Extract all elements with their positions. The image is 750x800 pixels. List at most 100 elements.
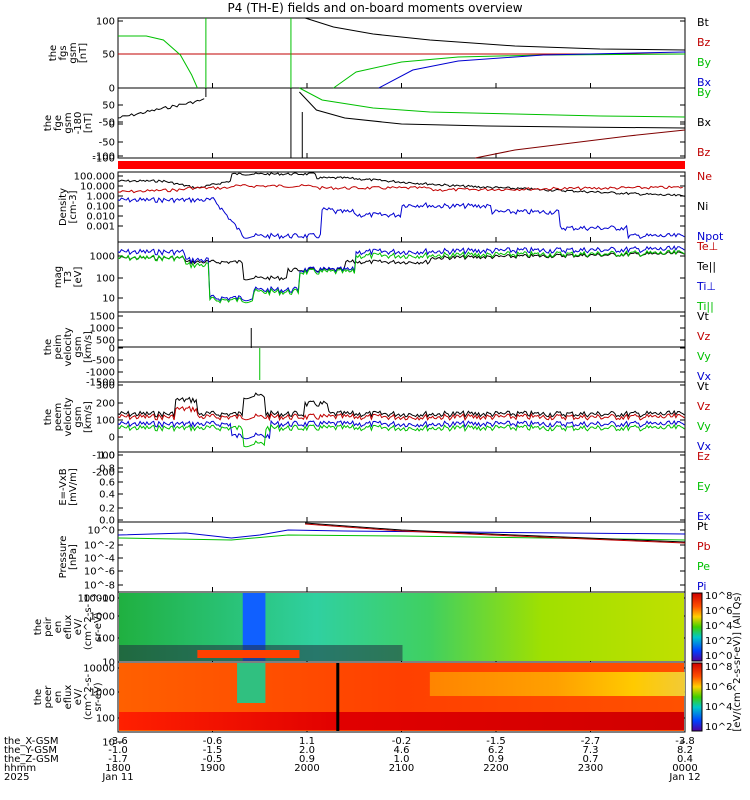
legend-fgs-Bt: Bt bbox=[697, 16, 710, 29]
legend-efield-Ex: Ex bbox=[697, 510, 711, 523]
trace-fgs-by-start bbox=[118, 35, 198, 89]
ytick-label-peer: 1000 bbox=[90, 688, 115, 699]
ylabel-group-peer: the peer en eflux eV/(cm^2-s-sr-eV) bbox=[33, 673, 104, 720]
ytick-label-peir: 10000 bbox=[83, 594, 115, 605]
ylabel-peem: gsm bbox=[73, 406, 84, 427]
ylabel-temperature: [eV] bbox=[73, 267, 84, 288]
trace-peem-vt bbox=[117, 392, 685, 419]
legend-fgs-Bz: Bz bbox=[697, 36, 711, 49]
ylabel-group-peir: the peir en eflux eV/(cm^2-s-sr-eV) bbox=[33, 603, 104, 650]
ylabel-peer: en bbox=[53, 691, 64, 704]
colorbar-peer-tick: 10^4 bbox=[705, 702, 732, 713]
ytick-label-peir: 100 bbox=[96, 634, 115, 645]
legend-pressure-Pi: Pi bbox=[697, 580, 706, 593]
ylabel-peem: peem bbox=[53, 403, 64, 431]
ylabel-pressure: [nPa] bbox=[68, 544, 79, 570]
ytick-label-fgs: 100 bbox=[96, 17, 115, 28]
colorbar-peir-tick: 10^6 bbox=[705, 606, 732, 617]
ytick-label-efield: 0.2 bbox=[99, 504, 115, 515]
legend-pressure-Pt: Pt bbox=[697, 520, 709, 533]
legend-efield-Ez: Ez bbox=[697, 450, 710, 463]
ylabel-peer: peer bbox=[43, 685, 54, 709]
ytick-label-density: 0.010 bbox=[86, 212, 115, 223]
legend-peim-Vx: Vx bbox=[697, 370, 712, 383]
trace-density-npot bbox=[117, 196, 685, 240]
ytick-label-peir: 1000 bbox=[90, 612, 115, 623]
legend-peim-Vy: Vy bbox=[697, 350, 711, 363]
ylabel-group-fgs: the fgs gsm [nT] bbox=[48, 42, 89, 63]
trace-pressure-pb bbox=[305, 523, 686, 544]
ytick-label-peem: -200 bbox=[92, 468, 115, 479]
colorbar-peir-tick: 10^2 bbox=[705, 636, 732, 647]
ytick-label-temperature: 100 bbox=[96, 274, 115, 285]
ytick-label-peer: 100 bbox=[96, 714, 115, 725]
trace-fgs-bx bbox=[378, 51, 686, 89]
ephem-value: -1.5 bbox=[203, 745, 223, 756]
ephem-value: -3.8 bbox=[675, 736, 695, 747]
ytick-label-peer: 10 bbox=[102, 738, 115, 749]
spectrogram-peer-band bbox=[237, 663, 266, 703]
legend-fgs-By: By bbox=[697, 56, 712, 69]
ytick-label-fgs: 50 bbox=[102, 50, 115, 61]
ylabel-peir: en bbox=[53, 621, 64, 634]
ylabel-group-efield: E=-VxB [mV/m] bbox=[58, 468, 79, 506]
ylabel-peer: the bbox=[33, 689, 44, 705]
legend-efield-Ey: Ey bbox=[697, 480, 711, 493]
ylabel-peim: the bbox=[43, 339, 54, 355]
trace-peem-vz bbox=[117, 405, 685, 422]
ylabel-fgs: gsm bbox=[68, 42, 79, 63]
trace-fge-by bbox=[299, 87, 686, 118]
legend-density-Ni: Ni bbox=[697, 200, 708, 213]
ephem-value: -0.6 bbox=[203, 736, 223, 747]
trace-temp-tipar bbox=[117, 249, 685, 304]
colorbar-peir-tick: 10^8 bbox=[705, 591, 732, 602]
ylabel-group-peim: the peim velocity gsm [km/s] bbox=[43, 327, 94, 366]
legend-fge-By: By bbox=[697, 86, 712, 99]
legend-pressure-Pe: Pe bbox=[697, 560, 710, 573]
ylabel-group-pressure: Pressure [nPa] bbox=[58, 536, 79, 579]
ephem-value: 1800 bbox=[105, 763, 130, 774]
trace-fgs-bt bbox=[304, 17, 686, 51]
ylabel-efield: E=-VxB bbox=[58, 468, 69, 505]
spectrogram-peer-lower bbox=[119, 712, 684, 730]
ephem-value: -0.5 bbox=[203, 754, 223, 765]
legend-temperature-Te⊥: Te⊥ bbox=[696, 240, 718, 253]
panel-frame-fgs bbox=[117, 17, 686, 89]
ylabel-peir: the bbox=[33, 619, 44, 635]
panel-frame-temperature bbox=[117, 241, 686, 313]
ylabel-peer: eflux bbox=[63, 685, 74, 710]
ytick-label-peim: 1000 bbox=[90, 324, 115, 335]
red-separator-bar bbox=[118, 161, 685, 169]
ylabel-peim: peim bbox=[53, 334, 64, 359]
ylabel-group-temperature: mag T3 [eV] bbox=[53, 266, 84, 288]
ylabel-peem: [km/s] bbox=[83, 401, 94, 433]
ylabel-efield: [mV/m] bbox=[68, 468, 79, 506]
ylabel-temperature: mag bbox=[53, 266, 64, 288]
ylabel-fge: gsm bbox=[63, 112, 74, 133]
colorbar-peer bbox=[691, 662, 703, 732]
ytick-label-temperature: 10 bbox=[102, 294, 115, 305]
ylabel-group-fge: the fge gsm -180 [nT] bbox=[43, 112, 94, 135]
ytick-label-density: 0.001 bbox=[86, 222, 115, 233]
ytick-label-pressure: 10^-4 bbox=[84, 554, 115, 565]
ephem-value: 0.9 bbox=[488, 754, 504, 765]
ytick-label-pressure: 10^-6 bbox=[84, 567, 115, 578]
ytick-label-peim: -1000 bbox=[86, 368, 115, 379]
ephem-value: 2.0 bbox=[299, 745, 315, 756]
ytick-label-peem: 200 bbox=[96, 399, 115, 410]
ytick-label-peim: 500 bbox=[96, 336, 115, 347]
ytick-label-pressure: 10^-2 bbox=[84, 541, 115, 552]
ylabel-temperature: T3 bbox=[63, 271, 74, 284]
ephem-value: -1.0 bbox=[108, 745, 128, 756]
legend-peem-Vz: Vz bbox=[697, 400, 711, 413]
legend-peim-Vz: Vz bbox=[697, 330, 711, 343]
ephem-value: 2200 bbox=[483, 763, 508, 774]
colorbar-peir-tick: 10^0 bbox=[705, 651, 732, 662]
ephem-value: 6.2 bbox=[488, 745, 504, 756]
legend-peem-Vt: Vt bbox=[697, 380, 710, 393]
ephem-value: Jan 12 bbox=[668, 772, 700, 783]
ytick-label-peim: 1500 bbox=[90, 312, 115, 323]
ephem-row-label: the_X-GSM bbox=[4, 736, 58, 747]
